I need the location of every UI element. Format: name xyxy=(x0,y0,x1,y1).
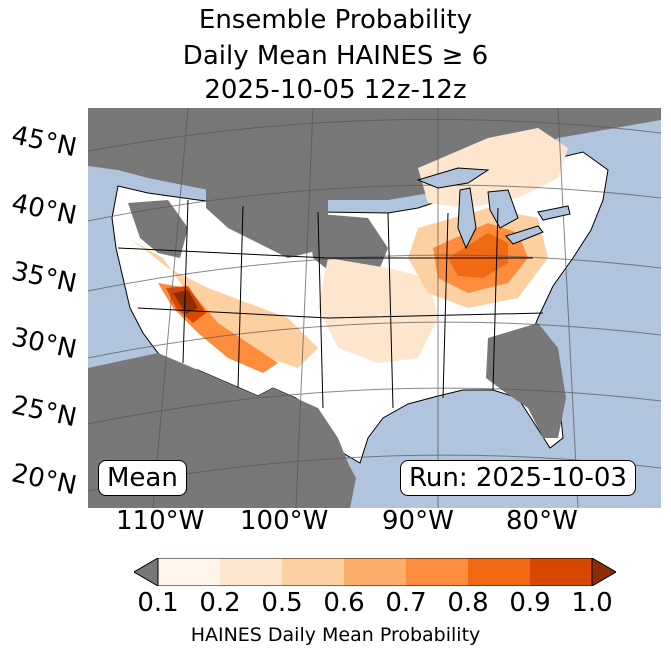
lake-superior xyxy=(416,167,490,189)
colorbar-tick-label: 0.8 xyxy=(447,588,489,618)
lat-label-40n: 40°N xyxy=(8,188,80,232)
colorbar-segment xyxy=(344,558,407,586)
lat-label-20n: 20°N xyxy=(8,458,80,502)
border-line xyxy=(182,199,189,364)
parallel-45n xyxy=(88,118,661,152)
great-lakes xyxy=(416,167,571,250)
meridian-80w xyxy=(557,108,579,508)
colorbar-segment xyxy=(282,558,345,586)
lon-label-100w: 100°W xyxy=(240,506,329,536)
colorbar-frame xyxy=(157,558,593,586)
colorbar-segment xyxy=(468,558,531,586)
colorbar-tick-label: 0.1 xyxy=(137,588,179,618)
lake-michigan xyxy=(457,187,477,250)
colorbar-tick-label: 0.7 xyxy=(385,588,427,618)
lat-label-25n: 25°N xyxy=(8,390,80,434)
missing-data-regions xyxy=(88,108,661,508)
border-line xyxy=(237,205,244,389)
colorbar-tick-label: 1.0 xyxy=(571,588,613,618)
colorbar xyxy=(134,558,616,586)
title-line-3: 2025-10-05 12z-12z xyxy=(204,75,467,105)
run-date-box: Run: 2025-10-03 xyxy=(400,460,636,496)
border-line xyxy=(117,247,533,259)
prob-band-southwest-low xyxy=(128,238,318,368)
lon-label-80w: 80°W xyxy=(506,506,578,536)
meridian-110w xyxy=(152,108,189,508)
meridian-100w xyxy=(295,108,314,508)
title-line-1: Ensemble Probability xyxy=(198,5,473,35)
lon-label-110w: 110°W xyxy=(116,506,205,536)
parallel-40n xyxy=(88,184,661,222)
colorbar-segment xyxy=(406,558,469,586)
lon-label-90w: 90°W xyxy=(382,506,454,536)
lake-huron xyxy=(487,189,519,229)
colorbar-segment xyxy=(530,558,593,586)
parallel-25n xyxy=(88,387,661,425)
colorbar-label: HAINES Daily Mean Probability xyxy=(190,624,481,646)
prob-band-southwest-max xyxy=(173,290,198,314)
colorbar-segment xyxy=(220,558,283,586)
parallel-35n xyxy=(88,254,661,292)
state-borders xyxy=(117,199,544,409)
colorbar-tick-label: 0.5 xyxy=(261,588,303,618)
border-line xyxy=(317,211,324,409)
lat-label-45n: 45°N xyxy=(8,120,80,164)
missing-south-texas xyxy=(273,388,350,480)
prob-band-light-north xyxy=(418,128,568,208)
colorbar-tick-label: 0.9 xyxy=(509,588,551,618)
border-line xyxy=(492,207,499,391)
colorbar-tick-label: 0.2 xyxy=(199,588,241,618)
colorbar-over-arrow xyxy=(591,558,616,586)
lake-ontario xyxy=(537,205,571,221)
missing-great-basin xyxy=(128,200,188,258)
prob-band-light-central xyxy=(318,258,438,363)
colorbar-tick-label: 0.6 xyxy=(323,588,365,618)
title-line-2: Daily Mean HAINES ≥ 6 xyxy=(182,41,489,71)
lake-erie xyxy=(505,225,544,245)
parallel-30n xyxy=(88,321,661,359)
border-line xyxy=(442,212,449,399)
probability-map xyxy=(88,108,661,508)
stat-label-box: Mean xyxy=(98,460,187,496)
missing-southeast xyxy=(486,323,566,438)
colorbar-segment xyxy=(158,558,221,586)
border-line xyxy=(387,212,394,409)
border-line xyxy=(137,307,544,319)
lat-label-30n: 30°N xyxy=(8,322,80,366)
colorbar-under-arrow xyxy=(134,558,159,586)
lat-label-35n: 35°N xyxy=(8,256,80,300)
missing-northern-plains xyxy=(206,148,328,258)
